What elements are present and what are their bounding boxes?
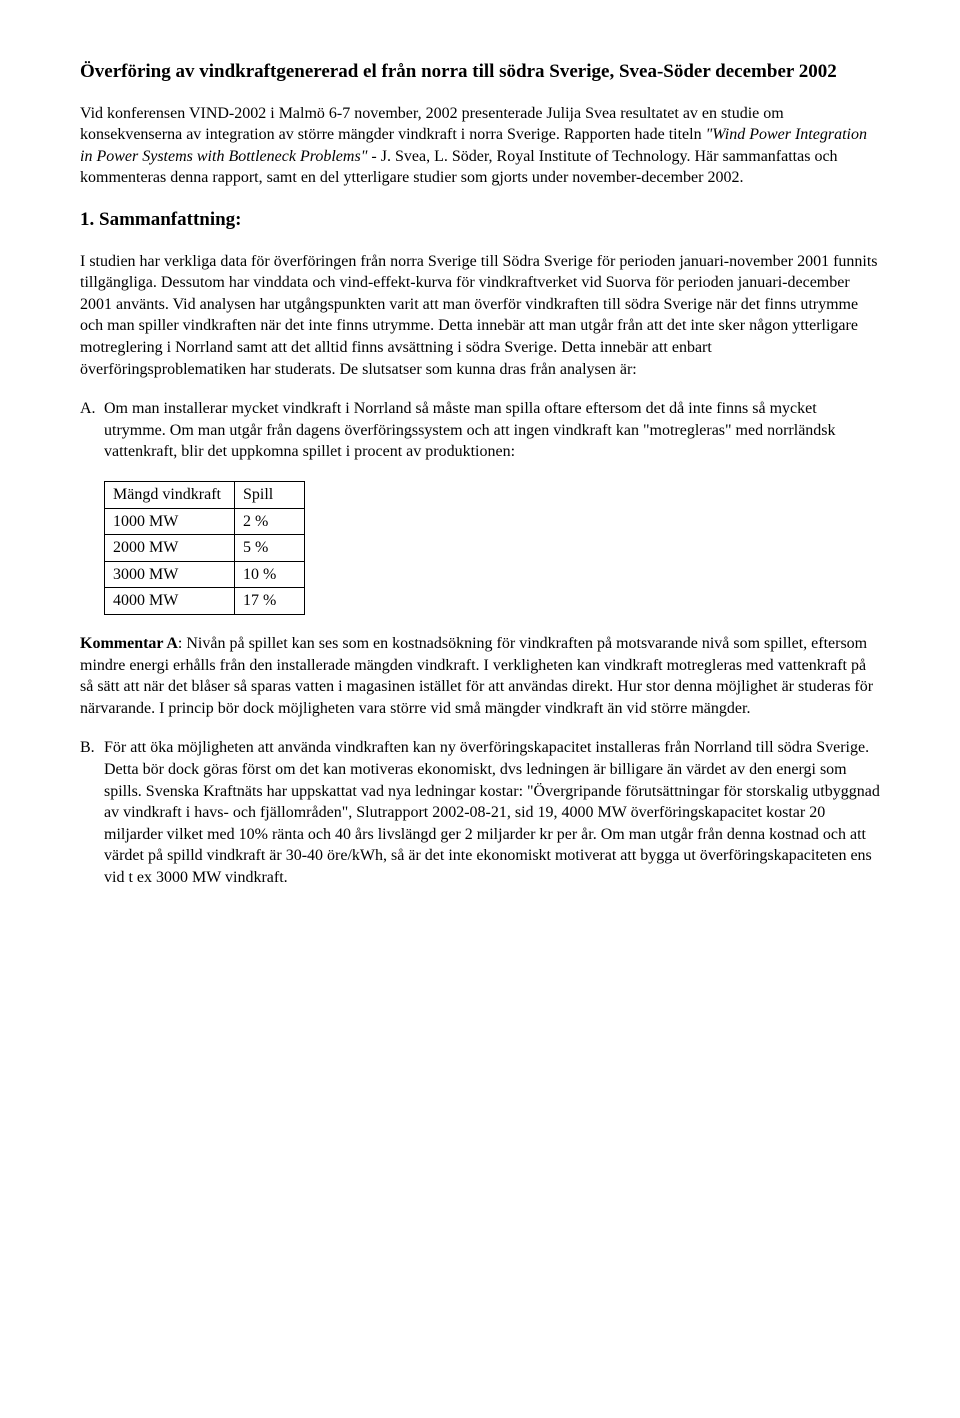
table-cell: 5 % xyxy=(235,535,305,562)
list-marker-b: B. xyxy=(80,737,104,759)
intro-paragraph: Vid konferensen VIND-2002 i Malmö 6-7 no… xyxy=(80,103,880,189)
list-marker-a: A. xyxy=(80,398,104,420)
section1-paragraph: I studien har verkliga data för överföri… xyxy=(80,251,880,381)
comment-a: Kommentar A: Nivån på spillet kan ses so… xyxy=(80,633,880,719)
comment-a-text: : Nivån på spillet kan ses som en kostna… xyxy=(80,635,873,717)
table-row: 2000 MW 5 % xyxy=(105,535,305,562)
list-text-a: Om man installerar mycket vindkraft i No… xyxy=(104,400,836,460)
intro-pre: Vid konferensen VIND-2002 i Malmö 6-7 no… xyxy=(80,105,784,144)
page-title: Överföring av vindkraftgenererad el från… xyxy=(80,60,880,85)
table-cell: 2000 MW xyxy=(105,535,235,562)
spill-table: Mängd vindkraft Spill 1000 MW 2 % 2000 M… xyxy=(104,481,305,615)
section1-heading: 1. Sammanfattning: xyxy=(80,207,880,233)
table-cell: 3000 MW xyxy=(105,561,235,588)
table-cell: 10 % xyxy=(235,561,305,588)
table-cell: 17 % xyxy=(235,588,305,615)
table-row: 1000 MW 2 % xyxy=(105,508,305,535)
table-row: Mängd vindkraft Spill xyxy=(105,482,305,509)
table-header-col2: Spill xyxy=(235,482,305,509)
table-cell: 1000 MW xyxy=(105,508,235,535)
list-text-b: För att öka möjligheten att använda vind… xyxy=(104,739,880,886)
table-cell: 2 % xyxy=(235,508,305,535)
list-item-a: A.Om man installerar mycket vindkraft i … xyxy=(80,398,880,463)
comment-a-label: Kommentar A xyxy=(80,635,178,652)
table-cell: 4000 MW xyxy=(105,588,235,615)
table-row: 4000 MW 17 % xyxy=(105,588,305,615)
table-header-col1: Mängd vindkraft xyxy=(105,482,235,509)
table-row: 3000 MW 10 % xyxy=(105,561,305,588)
list-item-b: B.För att öka möjligheten att använda vi… xyxy=(80,737,880,888)
